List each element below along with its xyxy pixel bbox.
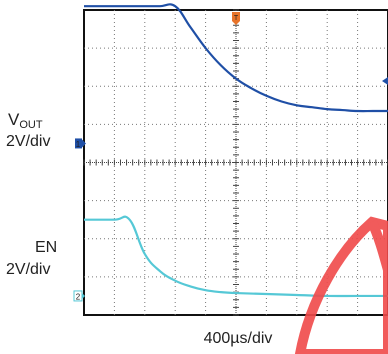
trigger-level-icon xyxy=(382,77,388,85)
grid xyxy=(83,9,388,316)
marker-box xyxy=(75,138,82,149)
ch1-scale: 2V/div xyxy=(6,133,50,150)
ch2-ground-marker: 2 xyxy=(73,290,85,302)
ch2-scale: 2V/div xyxy=(6,261,50,278)
ch1-ground-marker: 1 xyxy=(75,138,86,149)
marker-arrow xyxy=(82,139,86,148)
marker-arrow xyxy=(82,292,85,299)
x-axis-label: 400µs/div xyxy=(204,330,273,347)
svg-text:T: T xyxy=(234,15,239,22)
ch1-marker-label: 1 xyxy=(76,140,81,149)
trigger-marker: T xyxy=(232,12,240,25)
ch2-marker-label: 2 xyxy=(76,292,81,301)
trace-ch1 xyxy=(83,3,388,113)
channel-markers: 12 xyxy=(73,138,86,302)
watermark-logo xyxy=(294,216,388,354)
ch2-label: EN xyxy=(35,239,57,256)
ch1-label: VOUT xyxy=(8,110,43,131)
